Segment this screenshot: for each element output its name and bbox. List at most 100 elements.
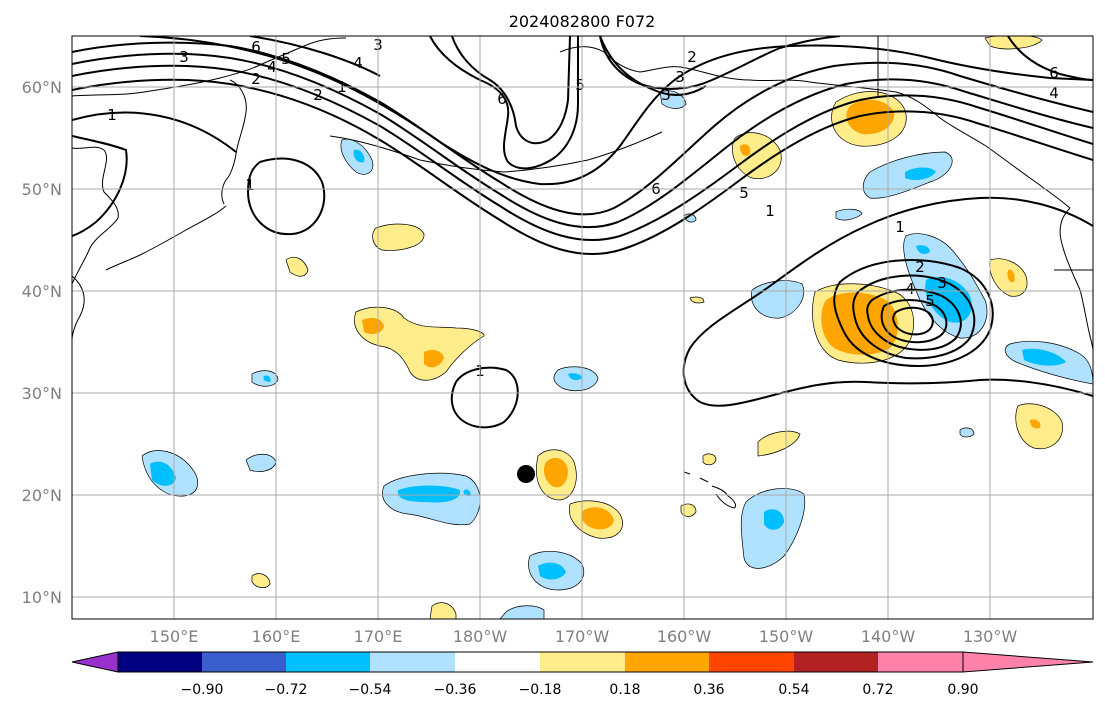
- contour-label: 3: [937, 274, 947, 292]
- canada-border: [877, 36, 1093, 271]
- lon-label: 160°W: [657, 627, 712, 646]
- contour-line: [866, 288, 962, 351]
- contour-label: 6: [251, 38, 261, 56]
- colorbar-segment: [202, 652, 286, 672]
- map-title: 2024082800 F072: [509, 12, 656, 31]
- lon-label: 150°E: [150, 627, 199, 646]
- height-contours: [72, 36, 1093, 429]
- lon-label: 170°W: [555, 627, 610, 646]
- colorbar-label: −0.54: [349, 682, 392, 698]
- negative-anomaly-area: [835, 208, 863, 221]
- lat-label: 20°N: [22, 486, 62, 505]
- lon-label: 180°W: [453, 627, 508, 646]
- colorbar-max-extension: [962, 651, 1094, 673]
- colorbar-segment: [878, 652, 963, 672]
- contour-line: [880, 299, 948, 344]
- strong-negative-anomaly-area: [1022, 348, 1066, 366]
- contour-label: 1: [107, 106, 117, 124]
- contour-label: 3: [675, 68, 685, 86]
- colorbar-label: 0.18: [609, 682, 640, 698]
- strong-negative-anomaly-area: [538, 562, 566, 580]
- contour-label: 4: [1049, 84, 1059, 102]
- british-columbia-coastline: [1059, 207, 1093, 351]
- contour-label: 5: [575, 76, 585, 94]
- colorbar-min-extension: [71, 651, 119, 673]
- map-panel: 6 5 4 3 2 1 3 4 2 1 1 5 6 3 2 3 6 5 1 6: [71, 35, 1094, 620]
- colorbar-label: 0.90: [947, 682, 978, 698]
- contour-line: [72, 52, 1093, 229]
- positive-anomaly-area: [251, 573, 271, 588]
- contour-line: [72, 41, 1093, 216]
- alaska-coastline: [559, 46, 1071, 209]
- contour-label: 1: [765, 202, 775, 220]
- contour-line: [72, 111, 237, 153]
- contour-label: 4: [267, 58, 277, 76]
- hawaiian-islands: [683, 471, 737, 509]
- contour-label: 2: [251, 70, 261, 88]
- lat-label: 50°N: [22, 180, 62, 199]
- lat-label: 40°N: [22, 282, 62, 301]
- colorbar-label: 0.36: [693, 682, 724, 698]
- colorbar-segment: [625, 652, 709, 672]
- strong-negative-anomaly-area: [905, 167, 936, 180]
- siberia-coastline: [72, 37, 347, 97]
- contour-label: 6: [497, 90, 507, 108]
- lon-label: 150°W: [759, 627, 814, 646]
- graticule: [72, 36, 1093, 619]
- asia-coastline: [72, 146, 119, 341]
- contour-line: [892, 306, 934, 336]
- strong-negative-anomaly-area: [397, 485, 461, 503]
- positive-anomaly-area: [689, 296, 705, 304]
- colorbar-segment: [286, 652, 370, 672]
- colorbar-label: −0.72: [265, 682, 308, 698]
- contour-line: [599, 36, 841, 90]
- contour-label: 6: [1049, 64, 1059, 82]
- strong-negative-anomaly-area: [568, 373, 582, 381]
- coastlines: [72, 36, 1093, 509]
- contour-line: [451, 36, 571, 145]
- contour-line: [450, 366, 519, 429]
- longitude-labels: 150°E 160°E 170°E 180°W 170°W 160°W 150°…: [150, 627, 1018, 646]
- contour-label: 2: [915, 258, 925, 276]
- contour-label: 2: [687, 48, 697, 66]
- colorbar-segment: [118, 652, 202, 672]
- colorbar-label: −0.90: [181, 682, 224, 698]
- strong-negative-anomaly-area: [150, 461, 176, 486]
- contour-line: [1007, 36, 1093, 81]
- colorbar-label: 0.72: [862, 682, 893, 698]
- aleutian-islands: [329, 131, 663, 173]
- lon-label: 140°W: [861, 627, 916, 646]
- contour-line: [139, 36, 1093, 186]
- positive-anomaly-area: [354, 306, 485, 381]
- contour-line: [852, 274, 976, 360]
- strong-negative-anomaly-area: [353, 149, 365, 163]
- contour-label: 3: [179, 48, 189, 66]
- colorbar-segment: [794, 652, 878, 672]
- colorbar-label: 0.54: [778, 682, 809, 698]
- strong-negative-anomaly-area: [764, 509, 784, 530]
- lat-label: 30°N: [22, 384, 62, 403]
- contour-label: 2: [313, 86, 323, 104]
- positive-anomaly-area: [372, 223, 425, 251]
- positive-anomaly-area: [702, 453, 717, 466]
- kamchatka-coastline: [221, 79, 247, 205]
- strong-positive-anomaly-area: [1007, 269, 1015, 283]
- contour-label: 1: [895, 218, 905, 236]
- positive-anomaly-area: [680, 503, 697, 517]
- lon-label: 160°E: [252, 627, 301, 646]
- negative-anomaly-area: [499, 605, 545, 619]
- contour-label: 3: [661, 86, 671, 104]
- anomaly-shading: [141, 36, 1093, 619]
- strong-positive-anomaly-area: [581, 507, 614, 530]
- positive-anomaly-area: [429, 602, 457, 619]
- contour-line: [249, 36, 579, 170]
- lon-label: 130°W: [963, 627, 1018, 646]
- strong-negative-anomaly-area: [263, 375, 271, 382]
- positive-anomaly-area: [757, 430, 801, 457]
- strong-positive-anomaly-area: [424, 350, 444, 368]
- colorbar-segment: [370, 652, 455, 672]
- negative-anomaly-area: [959, 427, 975, 438]
- strong-positive-anomaly-area: [544, 457, 568, 488]
- contour-line: [599, 36, 707, 96]
- contour-label: 5: [281, 50, 291, 68]
